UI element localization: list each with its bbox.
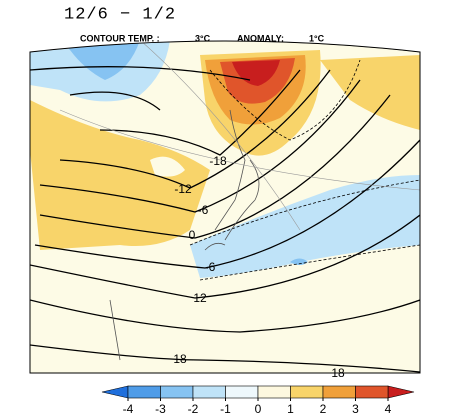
colorbar-tick-label: 1 bbox=[287, 402, 294, 416]
colorbar-segment bbox=[322, 385, 356, 399]
colorbar-segment bbox=[257, 385, 291, 399]
map bbox=[30, 41, 420, 373]
colorbar-extend-low bbox=[101, 385, 129, 399]
anomaly-label: ANOMALY: bbox=[237, 33, 284, 43]
colorbar-segment bbox=[290, 385, 324, 399]
colorbar-segment bbox=[192, 385, 226, 399]
contour-label: -6 bbox=[205, 260, 216, 274]
contour-label: -12 bbox=[174, 182, 192, 196]
contour-label: 12 bbox=[193, 291, 207, 305]
colorbar-tick-label: 4 bbox=[385, 402, 392, 416]
colorbar-segment bbox=[160, 385, 194, 399]
colorbar-segment bbox=[225, 385, 259, 399]
colorbar-tick-label: -3 bbox=[155, 402, 166, 416]
anomaly-interval: 1°C bbox=[309, 33, 325, 43]
colorbar-tick-label: 3 bbox=[352, 402, 359, 416]
contour-label: -18 bbox=[209, 154, 227, 168]
colorbar-segment bbox=[127, 385, 161, 399]
colorbar-tick-label: 2 bbox=[320, 402, 327, 416]
map-frame bbox=[29, 40, 421, 374]
contour-label: CONTOUR TEMP. : bbox=[80, 33, 160, 43]
colorbar-extend-high bbox=[387, 385, 415, 399]
contour-label: 18 bbox=[331, 366, 345, 380]
contour-label: 0 bbox=[189, 228, 196, 242]
contour-label: -6 bbox=[198, 203, 209, 217]
colorbar-tick-label: -2 bbox=[188, 402, 199, 416]
colorbar-tick-label: -4 bbox=[123, 402, 134, 416]
contour-label: 18 bbox=[173, 352, 187, 366]
contour-interval: 3°C bbox=[195, 33, 211, 43]
colorbar-tick-label: -1 bbox=[220, 402, 231, 416]
colorbar-tick-label: 0 bbox=[255, 402, 262, 416]
colorbar-segment bbox=[355, 385, 389, 399]
title: 12/6 − 1/2 bbox=[64, 5, 176, 24]
